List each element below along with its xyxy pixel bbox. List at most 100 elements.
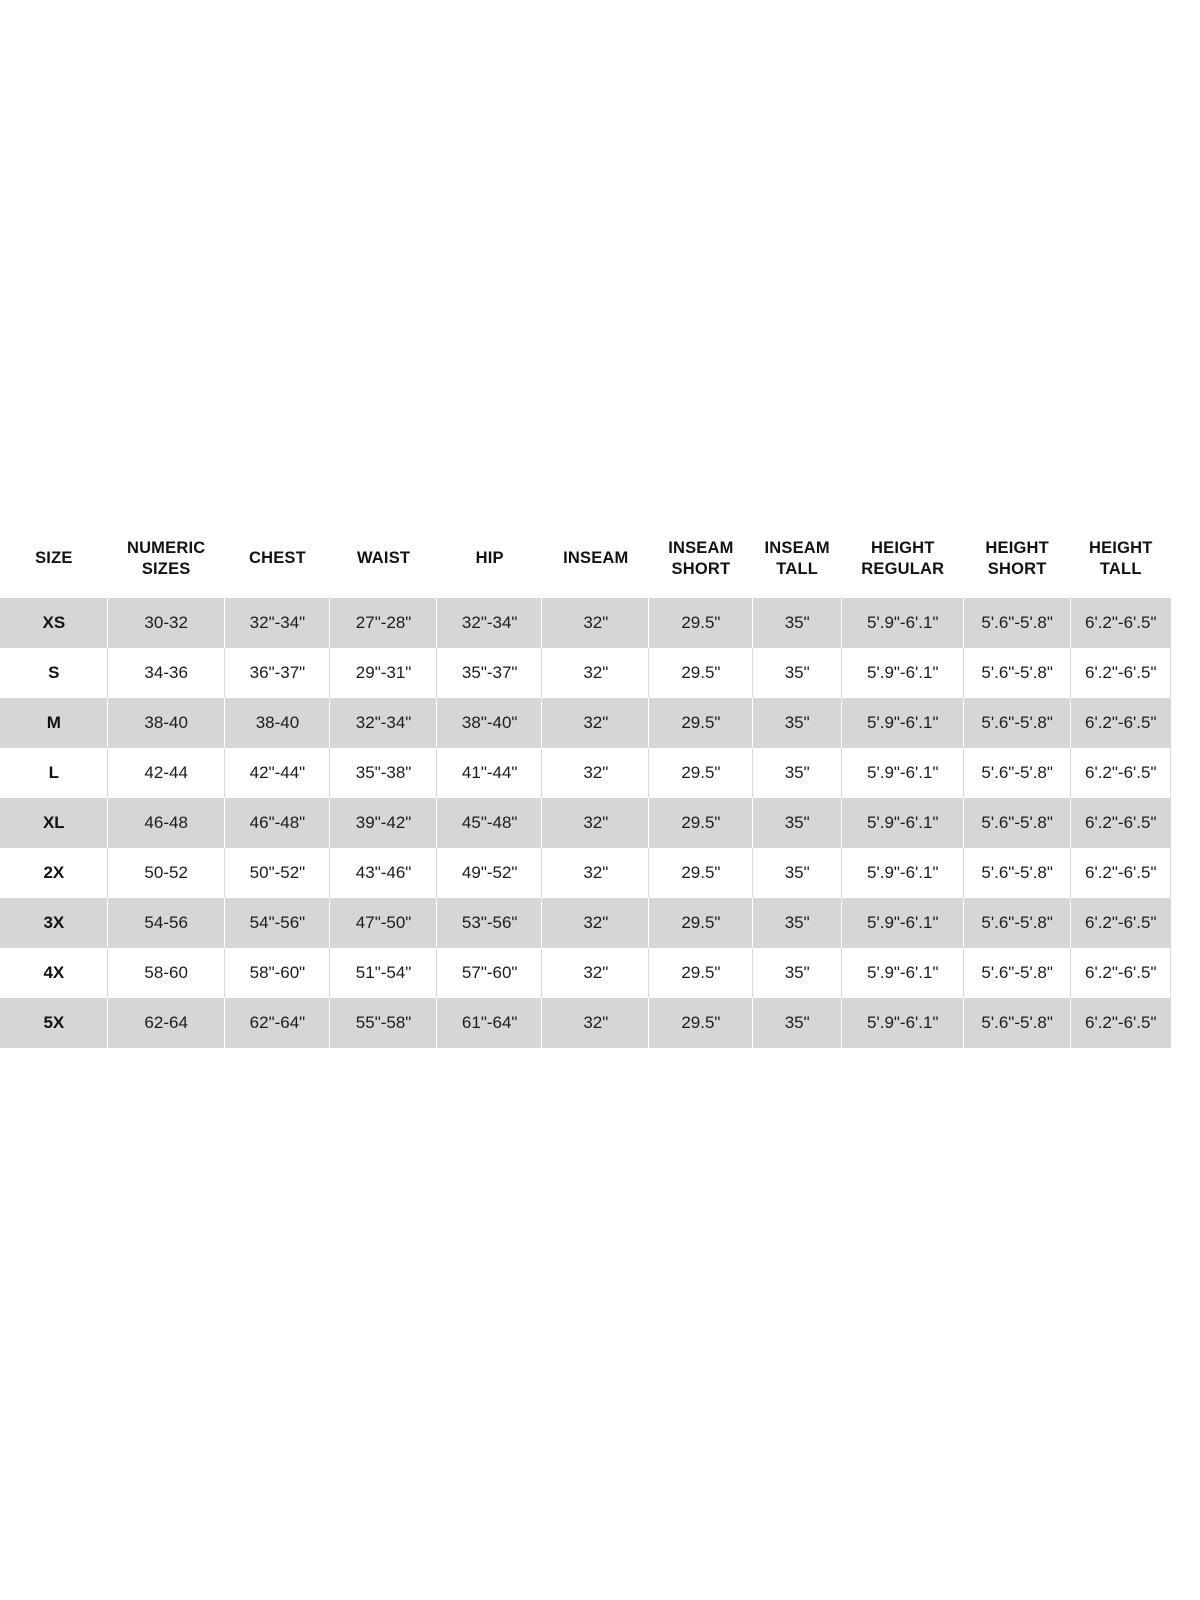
cell-height-short: 5'.6"-5'.8"	[963, 698, 1071, 748]
cell-numeric-sizes: 50-52	[107, 848, 225, 898]
cell-numeric-sizes: 54-56	[107, 898, 225, 948]
cell-height-short: 5'.6"-5'.8"	[963, 848, 1071, 898]
cell-numeric-sizes: 38-40	[107, 698, 225, 748]
table-body: XS 30-32 32"-34" 27"-28" 32"-34" 32" 29.…	[0, 598, 1171, 1048]
cell-inseam-short: 29.5"	[649, 598, 753, 648]
cell-inseam-short: 29.5"	[649, 998, 753, 1048]
cell-inseam: 32"	[542, 798, 650, 848]
column-header-inseam-tall: INSEAM TALL	[752, 520, 842, 598]
cell-hip: 35"-37"	[436, 648, 543, 698]
cell-inseam-tall: 35"	[752, 748, 842, 798]
cell-height-regular: 5'.9"-6'.1"	[841, 998, 964, 1048]
column-header-hip: HIP	[436, 520, 543, 598]
cell-waist: 47"-50"	[330, 898, 437, 948]
cell-size: 2X	[0, 848, 108, 898]
cell-inseam-short: 29.5"	[649, 648, 753, 698]
cell-numeric-sizes: 34-36	[107, 648, 225, 698]
cell-waist: 43"-46"	[330, 848, 437, 898]
cell-inseam-tall: 35"	[752, 948, 842, 998]
cell-hip: 61"-64"	[436, 998, 543, 1048]
cell-size: 3X	[0, 898, 108, 948]
cell-hip: 45"-48"	[436, 798, 543, 848]
cell-height-regular: 5'.9"-6'.1"	[841, 948, 964, 998]
cell-chest: 46"-48"	[224, 798, 331, 848]
cell-inseam-short: 29.5"	[649, 848, 753, 898]
cell-inseam-short: 29.5"	[649, 748, 753, 798]
cell-inseam-short: 29.5"	[649, 798, 753, 848]
cell-inseam-tall: 35"	[752, 648, 842, 698]
cell-height-tall: 6'.2"-6'.5"	[1070, 998, 1171, 1048]
column-header-inseam: INSEAM	[542, 520, 650, 598]
cell-hip: 57"-60"	[436, 948, 543, 998]
cell-inseam-tall: 35"	[752, 598, 842, 648]
cell-inseam-short: 29.5"	[649, 898, 753, 948]
table-row: S 34-36 36"-37" 29"-31" 35"-37" 32" 29.5…	[0, 648, 1171, 698]
cell-inseam: 32"	[542, 698, 650, 748]
table-row: 2X 50-52 50"-52" 43"-46" 49"-52" 32" 29.…	[0, 848, 1171, 898]
cell-height-regular: 5'.9"-6'.1"	[841, 698, 964, 748]
column-header-height-tall: HEIGHT TALL	[1070, 520, 1171, 598]
cell-height-short: 5'.6"-5'.8"	[963, 798, 1071, 848]
cell-size: M	[0, 698, 108, 748]
cell-waist: 39"-42"	[330, 798, 437, 848]
cell-hip: 53"-56"	[436, 898, 543, 948]
table-row: 5X 62-64 62"-64" 55"-58" 61"-64" 32" 29.…	[0, 998, 1171, 1048]
column-header-height-regular: HEIGHT REGULAR	[841, 520, 964, 598]
cell-chest: 50"-52"	[224, 848, 331, 898]
cell-chest: 32"-34"	[224, 598, 331, 648]
cell-numeric-sizes: 30-32	[107, 598, 225, 648]
table-row: M 38-40 38-40 32"-34" 38"-40" 32" 29.5" …	[0, 698, 1171, 748]
cell-inseam-short: 29.5"	[649, 698, 753, 748]
cell-numeric-sizes: 46-48	[107, 798, 225, 848]
cell-height-tall: 6'.2"-6'.5"	[1070, 748, 1171, 798]
cell-height-regular: 5'.9"-6'.1"	[841, 848, 964, 898]
cell-hip: 49"-52"	[436, 848, 543, 898]
size-chart-table: SIZE NUMERIC SIZES CHEST WAIST HIP INSEA…	[0, 520, 1171, 1048]
cell-inseam: 32"	[542, 998, 650, 1048]
header-row: SIZE NUMERIC SIZES CHEST WAIST HIP INSEA…	[0, 520, 1171, 598]
cell-size: 4X	[0, 948, 108, 998]
cell-size: XS	[0, 598, 108, 648]
cell-height-tall: 6'.2"-6'.5"	[1070, 798, 1171, 848]
cell-inseam-tall: 35"	[752, 848, 842, 898]
table-row: 4X 58-60 58"-60" 51"-54" 57"-60" 32" 29.…	[0, 948, 1171, 998]
cell-hip: 41"-44"	[436, 748, 543, 798]
cell-size: 5X	[0, 998, 108, 1048]
cell-chest: 42"-44"	[224, 748, 331, 798]
cell-height-short: 5'.6"-5'.8"	[963, 648, 1071, 698]
cell-chest: 36"-37"	[224, 648, 331, 698]
cell-numeric-sizes: 58-60	[107, 948, 225, 998]
cell-hip: 38"-40"	[436, 698, 543, 748]
cell-height-tall: 6'.2"-6'.5"	[1070, 898, 1171, 948]
cell-inseam: 32"	[542, 848, 650, 898]
cell-chest: 58"-60"	[224, 948, 331, 998]
cell-height-short: 5'.6"-5'.8"	[963, 598, 1071, 648]
cell-height-regular: 5'.9"-6'.1"	[841, 798, 964, 848]
cell-waist: 29"-31"	[330, 648, 437, 698]
cell-waist: 32"-34"	[330, 698, 437, 748]
cell-waist: 55"-58"	[330, 998, 437, 1048]
cell-waist: 27"-28"	[330, 598, 437, 648]
cell-inseam: 32"	[542, 598, 650, 648]
cell-height-regular: 5'.9"-6'.1"	[841, 748, 964, 798]
column-header-size: SIZE	[0, 520, 108, 598]
table-row: L 42-44 42"-44" 35"-38" 41"-44" 32" 29.5…	[0, 748, 1171, 798]
size-chart-container: SIZE NUMERIC SIZES CHEST WAIST HIP INSEA…	[0, 520, 1171, 1048]
cell-waist: 51"-54"	[330, 948, 437, 998]
cell-numeric-sizes: 62-64	[107, 998, 225, 1048]
table-header: SIZE NUMERIC SIZES CHEST WAIST HIP INSEA…	[0, 520, 1171, 598]
cell-height-short: 5'.6"-5'.8"	[963, 998, 1071, 1048]
cell-inseam-tall: 35"	[752, 898, 842, 948]
cell-height-tall: 6'.2"-6'.5"	[1070, 698, 1171, 748]
table-row: XL 46-48 46"-48" 39"-42" 45"-48" 32" 29.…	[0, 798, 1171, 848]
cell-height-tall: 6'.2"-6'.5"	[1070, 648, 1171, 698]
table-row: 3X 54-56 54"-56" 47"-50" 53"-56" 32" 29.…	[0, 898, 1171, 948]
cell-height-short: 5'.6"-5'.8"	[963, 748, 1071, 798]
cell-size: XL	[0, 798, 108, 848]
cell-numeric-sizes: 42-44	[107, 748, 225, 798]
cell-inseam-tall: 35"	[752, 698, 842, 748]
cell-inseam: 32"	[542, 648, 650, 698]
cell-height-regular: 5'.9"-6'.1"	[841, 598, 964, 648]
cell-chest: 62"-64"	[224, 998, 331, 1048]
cell-inseam-tall: 35"	[752, 798, 842, 848]
